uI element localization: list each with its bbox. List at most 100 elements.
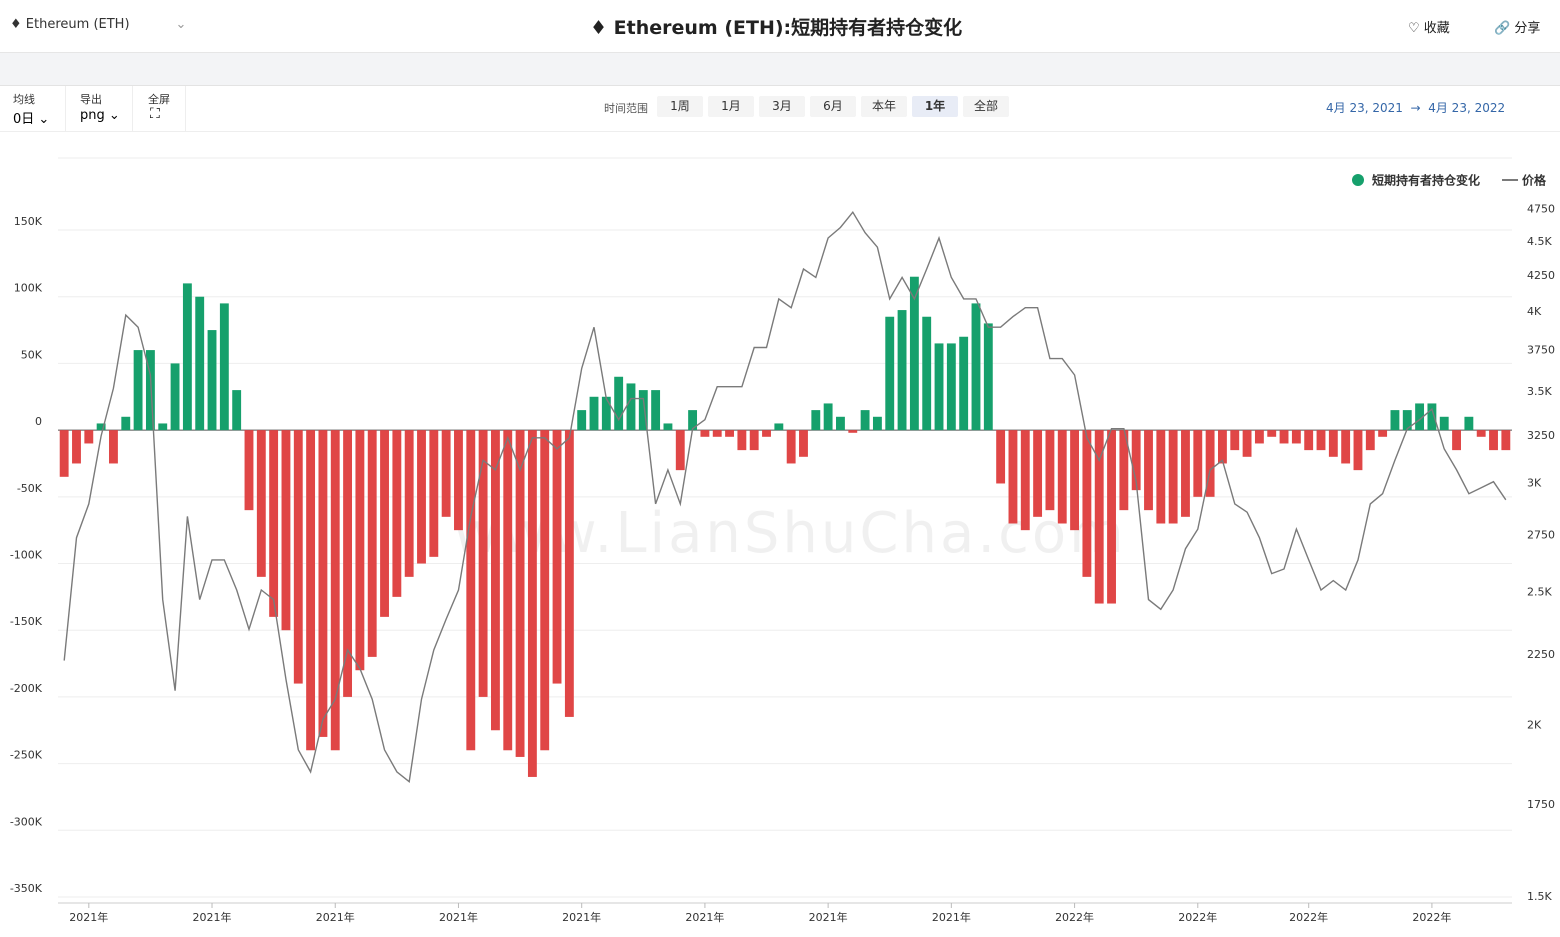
bar (786, 430, 796, 464)
spacer-band (0, 53, 1560, 86)
bar (1094, 430, 1104, 604)
bar (651, 390, 661, 431)
ma-label: 均线 (13, 93, 35, 106)
bar (848, 430, 858, 433)
bar (392, 430, 402, 597)
bar (1279, 430, 1289, 444)
bar (564, 430, 574, 717)
legend-label: 价格 (1522, 173, 1547, 188)
divider (185, 86, 186, 131)
y2-tick-label: 4750 (1527, 203, 1555, 216)
bar (367, 430, 377, 657)
bar (182, 283, 192, 431)
legend-marker (1352, 174, 1364, 186)
title-text: Ethereum (ETH):短期持有者持仓变化 (613, 17, 963, 39)
bar (1353, 430, 1363, 471)
bar (121, 416, 131, 431)
bar (219, 303, 229, 431)
range-button[interactable]: 1周 (657, 96, 703, 117)
bar (1181, 430, 1190, 517)
bar (959, 336, 969, 431)
x-tick-label: 2021年 (809, 910, 848, 924)
y2-tick-label: 4250 (1527, 269, 1555, 282)
bar (897, 310, 907, 431)
bar (1439, 416, 1449, 431)
y-tick-label: -200K (10, 682, 43, 695)
y2-tick-label: 3250 (1527, 429, 1555, 442)
x-tick-label: 2021年 (316, 910, 355, 924)
bar (614, 376, 624, 431)
bar (799, 430, 808, 457)
x-tick-label: 2021年 (69, 910, 108, 924)
bar (700, 430, 710, 437)
export-select[interactable]: png ⌄ (80, 108, 120, 123)
bar (59, 430, 69, 477)
bar (244, 430, 254, 511)
bar (343, 430, 353, 697)
bar (72, 430, 81, 464)
y2-tick-label: 4K (1527, 305, 1542, 318)
range-button[interactable]: 3月 (759, 96, 805, 117)
bar (330, 430, 340, 751)
y2-tick-label: 1.5K (1527, 890, 1552, 903)
title: ♦ Ethereum (ETH):短期持有者持仓变化 (590, 17, 963, 39)
fullscreen-button[interactable]: ⛶ (150, 106, 160, 122)
price-line (63, 210, 1507, 784)
bar (380, 430, 389, 617)
range-button[interactable]: 1年 (912, 96, 958, 117)
y2-tick-label: 3.5K (1527, 385, 1552, 398)
divider (132, 86, 133, 131)
bar (527, 430, 537, 777)
bar (749, 430, 759, 451)
x-tick-label: 2022年 (1289, 910, 1328, 924)
bar (1267, 430, 1277, 437)
date-start: 4月 23, 2021 (1326, 101, 1403, 115)
x-tick-label: 2022年 (1412, 910, 1451, 924)
bar (1304, 430, 1314, 451)
favorite-text: 收藏 (1423, 21, 1450, 36)
x-tick-label: 2022年 (1055, 910, 1094, 924)
bar (1341, 430, 1351, 464)
y2-tick-label: 2K (1527, 718, 1542, 731)
bar (589, 396, 599, 431)
range-button[interactable]: 全部 (963, 96, 1009, 117)
bar (195, 296, 205, 431)
bar (1291, 430, 1301, 444)
bar (983, 323, 993, 431)
bar (675, 430, 685, 471)
bar (737, 430, 747, 451)
bar (1402, 410, 1412, 431)
asset-selector[interactable]: ♦ Ethereum (ETH) ⌄ (10, 17, 187, 32)
x-tick-label: 2021年 (562, 910, 601, 924)
range-button[interactable]: 6月 (810, 96, 856, 117)
bar (1427, 403, 1437, 431)
range-button[interactable]: 本年 (861, 96, 907, 117)
favorite[interactable]: ♡ 收藏 (1408, 21, 1450, 36)
bar (1045, 430, 1055, 511)
bar (1131, 430, 1141, 491)
y-tick-label: 100K (14, 282, 43, 295)
y-tick-label: 50K (21, 348, 43, 361)
bar (1415, 403, 1425, 431)
bar (1193, 430, 1203, 497)
x-tick-label: 2021年 (685, 910, 724, 924)
bar (256, 430, 266, 577)
header: ♦ Ethereum (ETH) ⌄ ♦ Ethereum (ETH):短期持有者… (0, 0, 1560, 53)
range-button[interactable]: 1月 (708, 96, 754, 117)
bar (823, 403, 833, 431)
export-label: 导出 (80, 93, 102, 106)
bar (306, 430, 316, 751)
bar (503, 430, 513, 751)
bar (1144, 430, 1153, 511)
asset-name: Ethereum (ETH) (25, 17, 130, 32)
date-range[interactable]: 4月 23, 2021 → 4月 23, 2022 (1326, 99, 1505, 116)
ma-select[interactable]: 0日 ⌄ (13, 112, 50, 127)
y2-tick-label: 3750 (1527, 344, 1555, 357)
bar (1082, 430, 1092, 577)
bar (872, 416, 882, 431)
bar (293, 430, 303, 684)
share[interactable]: 🔗 分享 (1494, 21, 1541, 36)
bar (1501, 430, 1511, 451)
chart: www.LianShuCha.com -350K-300K-250K-200K-… (10, 157, 1555, 924)
bar (688, 410, 698, 431)
